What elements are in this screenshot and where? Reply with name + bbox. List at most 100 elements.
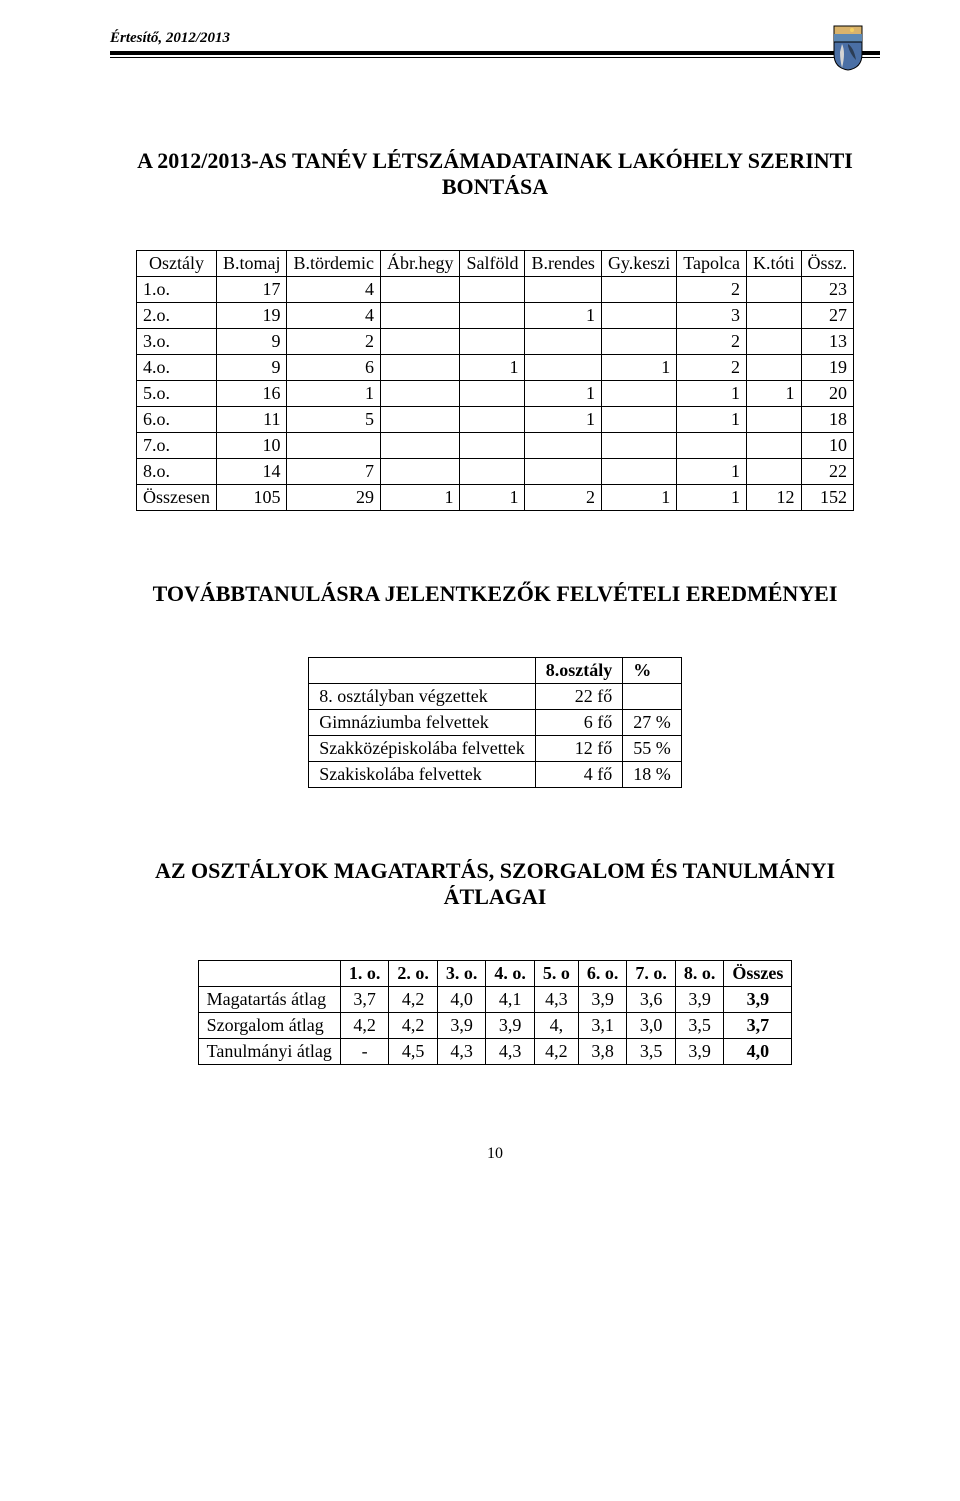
t2-col-8osztaly: 8.osztály <box>535 658 623 684</box>
section1-title: A 2012/2013-AS TANÉV LÉTSZÁMADATAINAK LA… <box>110 148 880 200</box>
t3-col4: 4. o. <box>486 961 535 987</box>
table-cell: 1 <box>460 355 525 381</box>
table-cell <box>380 381 460 407</box>
table-cell: 4,0 <box>724 1039 792 1065</box>
table-cell: 19 <box>801 355 854 381</box>
table-cell: 1 <box>525 407 601 433</box>
table-cell: 17 <box>216 277 287 303</box>
t3-col3: 3. o. <box>437 961 486 987</box>
table-cell: Magatartás átlag <box>198 987 340 1013</box>
table-cell <box>746 277 801 303</box>
table-cell: 3,9 <box>675 987 724 1013</box>
table-cell: Összesen <box>136 485 216 511</box>
table-cell: 2 <box>287 329 380 355</box>
table-cell: 27 % <box>623 710 682 736</box>
table-cell: 3 <box>677 303 747 329</box>
section2-title: TOVÁBBTANULÁSRA JELENTKEZŐK FELVÉTELI ER… <box>110 581 880 607</box>
table-cell <box>380 355 460 381</box>
table-cell: 13 <box>801 329 854 355</box>
table-cell: 3,9 <box>675 1039 724 1065</box>
table-cell: 3,1 <box>578 1013 627 1039</box>
table-cell: 2 <box>525 485 601 511</box>
table-cell: 20 <box>801 381 854 407</box>
t3-col0 <box>198 961 340 987</box>
table-cell: 152 <box>801 485 854 511</box>
table-cell <box>380 459 460 485</box>
t2-col-percent: % <box>623 658 682 684</box>
t1-col-osztaly: Osztály <box>136 251 216 277</box>
table-cell: Szakiskolába felvettek <box>309 762 535 788</box>
table-cell <box>380 277 460 303</box>
table-cell: 5 <box>287 407 380 433</box>
table-cell: 1 <box>677 407 747 433</box>
table-cell: 11 <box>216 407 287 433</box>
table-cell: 1 <box>746 381 801 407</box>
t1-col-gykeszi: Gy.keszi <box>601 251 676 277</box>
table-cell: 3,9 <box>437 1013 486 1039</box>
table-row: 5.o.16111120 <box>136 381 853 407</box>
table-cell: 55 % <box>623 736 682 762</box>
table-cell <box>601 433 676 459</box>
table-cell <box>525 459 601 485</box>
table-cell: 3,9 <box>578 987 627 1013</box>
table-cell <box>746 407 801 433</box>
table3-header-row: 1. o. 2. o. 3. o. 4. o. 5. o 6. o. 7. o.… <box>198 961 792 987</box>
table-cell: 3,5 <box>627 1039 676 1065</box>
table-cell: 6 fő <box>535 710 623 736</box>
table-cell: 5.o. <box>136 381 216 407</box>
table-cell <box>460 381 525 407</box>
table-cell <box>623 684 682 710</box>
table-cell <box>601 459 676 485</box>
page-number: 10 <box>110 1145 880 1163</box>
header-rule-thick <box>110 51 880 55</box>
table1-header-row: Osztály B.tomaj B.tördemic Ábr.hegy Salf… <box>136 251 853 277</box>
table-cell: - <box>340 1039 389 1065</box>
table-cell <box>525 433 601 459</box>
t1-col-btomaj: B.tomaj <box>216 251 287 277</box>
table-cell: 4,2 <box>389 1013 438 1039</box>
table-cell: 3,9 <box>486 1013 535 1039</box>
table-cell: 1.o. <box>136 277 216 303</box>
table-row: 3.o.92213 <box>136 329 853 355</box>
section3-title: AZ OSZTÁLYOK MAGATARTÁS, SZORGALOM ÉS TA… <box>110 858 880 910</box>
table-cell: Szakközépiskolába felvettek <box>309 736 535 762</box>
table-cell: 3,8 <box>578 1039 627 1065</box>
table-cell: 22 fő <box>535 684 623 710</box>
table-cell: 6 <box>287 355 380 381</box>
table-cell <box>746 459 801 485</box>
table-row: 8.o.147122 <box>136 459 853 485</box>
table-cell <box>601 303 676 329</box>
t3-col-osszes: Összes <box>724 961 792 987</box>
table-cell: 1 <box>525 381 601 407</box>
table-cell: 14 <box>216 459 287 485</box>
table-row: Magatartás átlag3,74,24,04,14,33,93,63,9… <box>198 987 792 1013</box>
table-cell: 4 <box>287 277 380 303</box>
table-admission-results: 8.osztály % 8. osztályban végzettek22 fő… <box>308 657 681 788</box>
table-cell: 4,3 <box>534 987 578 1013</box>
header-rule-thin <box>110 57 880 58</box>
table-cell <box>601 381 676 407</box>
table-cell: 7 <box>287 459 380 485</box>
table-cell: 4, <box>534 1013 578 1039</box>
table-cell: 3,7 <box>340 987 389 1013</box>
table-cell: 2 <box>677 277 747 303</box>
table-cell <box>525 355 601 381</box>
table2-header-row: 8.osztály % <box>309 658 681 684</box>
table-cell: 1 <box>460 485 525 511</box>
table-cell: 4,1 <box>486 987 535 1013</box>
table-cell <box>287 433 380 459</box>
table-cell: 18 <box>801 407 854 433</box>
table-cell: 3,6 <box>627 987 676 1013</box>
table-cell: 1 <box>601 485 676 511</box>
table-cell <box>380 433 460 459</box>
crest-icon <box>822 24 870 77</box>
table-residence-breakdown: Osztály B.tomaj B.tördemic Ábr.hegy Salf… <box>136 250 854 511</box>
table-cell: 2.o. <box>136 303 216 329</box>
table-cell: 4 <box>287 303 380 329</box>
table-cell <box>746 355 801 381</box>
table-cell: 1 <box>601 355 676 381</box>
t3-col7: 7. o. <box>627 961 676 987</box>
table-cell: Szorgalom átlag <box>198 1013 340 1039</box>
header-title: Értesítő, 2012/2013 <box>110 30 880 47</box>
table-cell: 1 <box>677 485 747 511</box>
